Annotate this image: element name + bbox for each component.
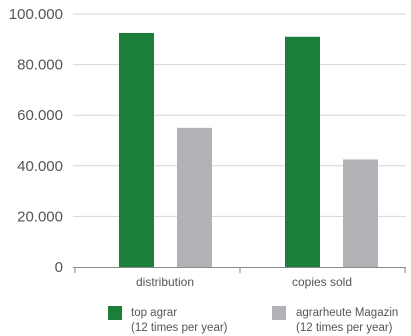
y-tick-label: 40.000	[17, 158, 63, 175]
y-tick-label: 0	[55, 259, 63, 276]
x-axis-category-labels: distribution copies sold	[136, 275, 352, 289]
y-tick-label: 20.000	[17, 208, 63, 225]
y-axis-tick-labels: 0 20.000 40.000 60.000 80.000 100.000	[9, 6, 63, 276]
legend-series-note: (12 times per year)	[296, 322, 393, 334]
x-category-label: distribution	[136, 275, 194, 289]
legend-series-note: (12 times per year)	[131, 322, 228, 334]
bar-agrarheute-0	[177, 127, 212, 267]
bar-top-agrar-1	[285, 36, 320, 267]
y-tick-label: 80.000	[17, 57, 63, 74]
legend-series-name: top agrar	[131, 307, 177, 319]
x-axis	[73, 267, 406, 273]
x-category-label: copies sold	[292, 275, 352, 289]
y-tick-label: 100.000	[9, 6, 63, 23]
y-tick-label: 60.000	[17, 107, 63, 124]
bars	[119, 32, 378, 267]
legend: top agrar (12 times per year) agrarheute M…	[108, 306, 398, 334]
bar-top-agrar-0	[119, 32, 154, 267]
bar-agrarheute-1	[343, 159, 378, 267]
legend-swatch	[108, 306, 122, 320]
legend-swatch	[272, 306, 286, 320]
legend-series-name: agrarheute Magazin	[296, 307, 398, 319]
